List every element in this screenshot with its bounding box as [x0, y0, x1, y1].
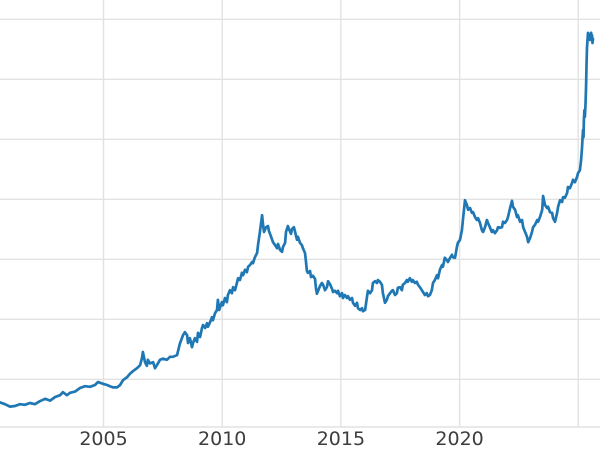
x-gridlines: [102, 0, 579, 427]
x-tick-label-2010: 2010: [198, 428, 246, 450]
x-tick-label-2015: 2015: [317, 428, 365, 450]
price-line: [0, 31, 595, 408]
y-gridlines: [0, 18, 600, 428]
x-tick-label-2005: 2005: [79, 428, 127, 450]
x-tick-label-2020: 2020: [435, 428, 483, 450]
x-axis-tick-labels: 2005 2010 2015 2020: [79, 428, 483, 450]
